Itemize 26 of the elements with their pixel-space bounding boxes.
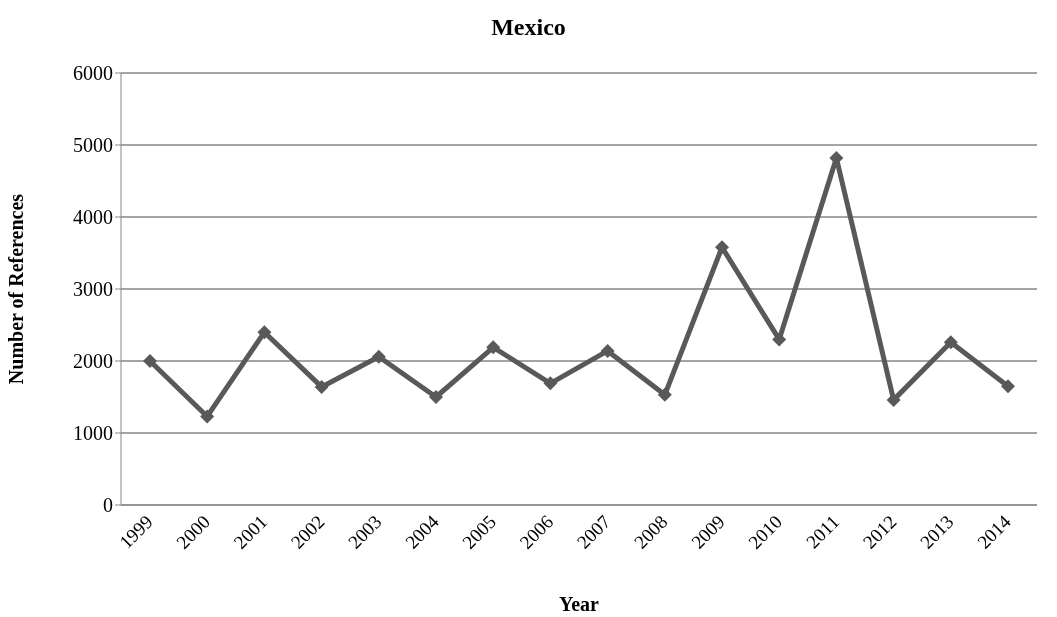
point	[886, 392, 901, 407]
point	[543, 376, 558, 391]
y-tick-label: 6000	[73, 62, 113, 85]
y-tick-label: 0	[103, 494, 113, 517]
y-tick-label: 1000	[73, 422, 113, 445]
y-tick-label: 3000	[73, 278, 113, 301]
y-tick-label: 5000	[73, 134, 113, 157]
y-tick-label: 2000	[73, 350, 113, 373]
point	[371, 349, 386, 364]
x-axis-title: Year	[559, 593, 600, 615]
point	[143, 354, 157, 368]
point	[486, 340, 501, 355]
point	[200, 409, 215, 424]
point	[314, 379, 329, 394]
point	[943, 335, 958, 350]
point	[657, 387, 672, 402]
point	[429, 390, 443, 404]
x-tick-label: 2011	[802, 510, 844, 553]
point	[1001, 379, 1015, 394]
point	[772, 332, 787, 347]
point	[257, 325, 272, 340]
point	[715, 240, 729, 255]
point	[600, 343, 615, 358]
chart-title: Mexico	[490, 14, 567, 41]
y-axis-title: Number of References	[5, 193, 28, 385]
y-tick-label: 4000	[73, 206, 113, 229]
